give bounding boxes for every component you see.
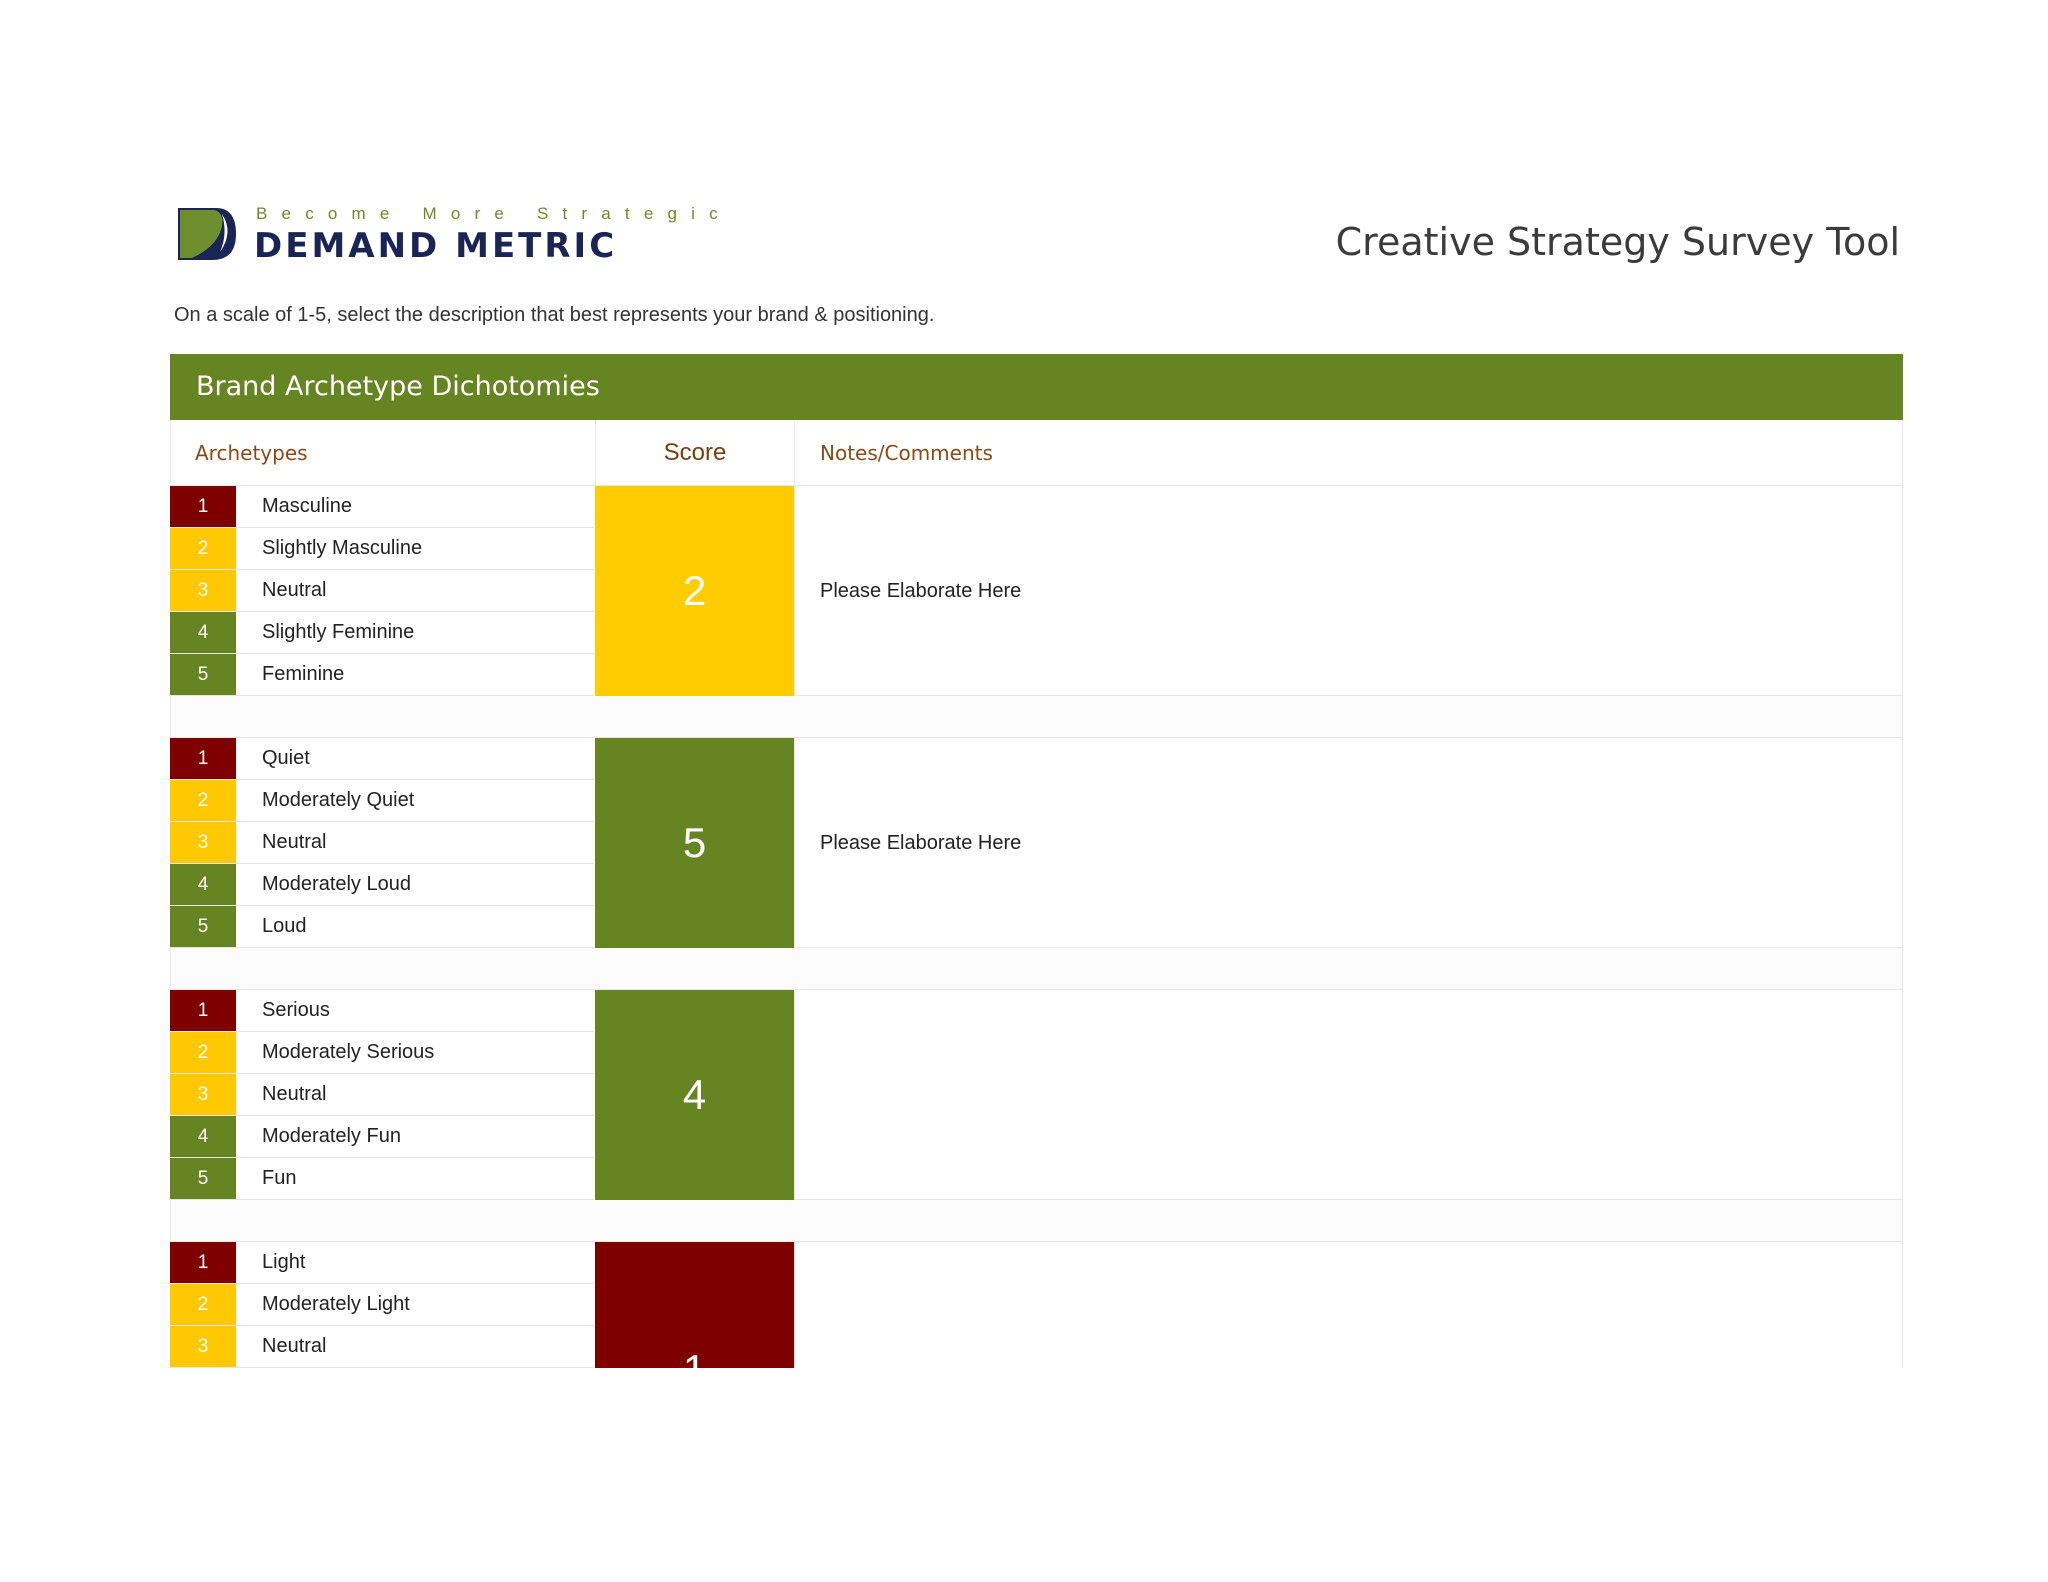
notes-cell[interactable] xyxy=(794,1242,1903,1368)
score-value: 5 xyxy=(682,819,707,866)
option-number: 2 xyxy=(170,1032,236,1073)
option-number: 4 xyxy=(170,864,236,905)
option-number: 2 xyxy=(170,1284,236,1325)
score-selector[interactable]: 1 xyxy=(595,1242,794,1368)
option-row[interactable]: 5 Fun xyxy=(170,1158,594,1200)
option-number: 3 xyxy=(170,1326,236,1367)
option-row[interactable]: 4 Moderately Loud xyxy=(170,864,594,906)
column-header-score: Score xyxy=(595,420,795,486)
column-header-archetypes: Archetypes xyxy=(195,441,308,465)
option-row[interactable]: 1 Serious xyxy=(170,990,594,1032)
option-row[interactable]: 5 Loud xyxy=(170,906,594,948)
option-row[interactable]: 4 Moderately Fun xyxy=(170,1116,594,1158)
survey-table: Brand Archetype Dichotomies Archetypes S… xyxy=(170,354,1903,1368)
score-value: 1 xyxy=(683,1346,706,1368)
archetype-group: 1 Serious 2 Moderately Serious 3 Neutral 4 M… xyxy=(170,990,1903,1200)
section-title: Brand Archetype Dichotomies xyxy=(170,354,1903,420)
notes-cell[interactable]: Please Elaborate Here xyxy=(794,738,1903,948)
notes-cell[interactable] xyxy=(794,990,1903,1200)
logo-mark-icon xyxy=(178,208,236,260)
option-row[interactable]: 3 Neutral xyxy=(170,1074,594,1116)
instructions-text: On a scale of 1-5, select the descriptio… xyxy=(174,304,935,326)
archetype-group: 1 Quiet 2 Moderately Quiet 3 Neutral 4 Moder… xyxy=(170,738,1903,948)
score-selector[interactable]: 2 xyxy=(595,486,794,696)
option-number: 3 xyxy=(170,1074,236,1115)
option-number: 4 xyxy=(170,612,236,653)
option-row[interactable]: 2 Moderately Quiet xyxy=(170,780,594,822)
score-selector[interactable]: 4 xyxy=(595,990,794,1200)
option-row[interactable]: 1 Masculine xyxy=(170,486,594,528)
option-label: Moderately Serious xyxy=(262,1041,435,1063)
score-selector[interactable]: 5 xyxy=(595,738,794,948)
notes-text: Please Elaborate Here xyxy=(820,580,1022,602)
option-number: 3 xyxy=(170,570,236,611)
option-row[interactable]: 2 Moderately Light xyxy=(170,1284,594,1326)
group-spacer xyxy=(170,696,1903,738)
demand-metric-logo: Become More Strategic DEMAND METRIC xyxy=(176,204,726,266)
option-row[interactable]: 3 Neutral xyxy=(170,570,594,612)
option-row[interactable]: 2 Slightly Masculine xyxy=(170,528,594,570)
option-label: Slightly Masculine xyxy=(262,537,423,559)
option-number: 5 xyxy=(170,654,236,695)
option-number: 5 xyxy=(170,906,236,947)
option-number: 1 xyxy=(170,738,236,779)
score-value: 4 xyxy=(682,1071,707,1118)
archetype-group: 1 Masculine 2 Slightly Masculine 3 Neutral … xyxy=(170,486,1903,696)
option-label: Fun xyxy=(262,1167,297,1189)
option-number: 1 xyxy=(170,990,236,1031)
option-number: 1 xyxy=(170,486,236,527)
option-label: Serious xyxy=(262,999,330,1021)
option-label: Quiet xyxy=(262,747,310,769)
group-spacer xyxy=(170,1200,1903,1242)
notes-cell[interactable]: Please Elaborate Here xyxy=(794,486,1903,696)
option-label: Moderately Light xyxy=(262,1293,410,1315)
option-label: Moderately Quiet xyxy=(262,789,415,811)
option-label: Moderately Fun xyxy=(262,1125,401,1147)
option-label: Feminine xyxy=(262,663,345,685)
option-label: Light xyxy=(262,1251,306,1273)
option-label: Neutral xyxy=(262,579,327,601)
option-label: Neutral xyxy=(262,831,327,853)
option-label: Masculine xyxy=(262,495,353,517)
option-row[interactable]: 2 Moderately Serious xyxy=(170,1032,594,1074)
column-headers: Archetypes Score Notes/Comments xyxy=(170,420,1903,486)
option-row[interactable]: 3 Neutral xyxy=(170,822,594,864)
option-label: Loud xyxy=(262,915,307,937)
option-row[interactable]: 4 Slightly Feminine xyxy=(170,612,594,654)
notes-text: Please Elaborate Here xyxy=(820,832,1022,854)
option-row[interactable]: 1 Quiet xyxy=(170,738,594,780)
group-spacer xyxy=(170,948,1903,990)
option-number: 3 xyxy=(170,822,236,863)
option-label: Neutral xyxy=(262,1083,327,1105)
score-value: 2 xyxy=(682,567,707,614)
option-number: 4 xyxy=(170,1116,236,1157)
logo-brand-name: DEMAND METRIC xyxy=(254,226,618,266)
option-number: 1 xyxy=(170,1242,236,1283)
option-row[interactable]: 5 Feminine xyxy=(170,654,594,696)
option-label: Slightly Feminine xyxy=(262,621,415,643)
column-header-notes: Notes/Comments xyxy=(820,441,993,465)
option-number: 2 xyxy=(170,528,236,569)
logo-tagline: Become More Strategic xyxy=(256,204,732,223)
option-row[interactable]: 3 Neutral xyxy=(170,1326,594,1368)
option-row[interactable]: 1 Light xyxy=(170,1242,594,1284)
option-number: 2 xyxy=(170,780,236,821)
option-label: Moderately Loud xyxy=(262,873,411,895)
option-label: Neutral xyxy=(262,1335,327,1357)
archetype-group: 1 Light 2 Moderately Light 3 Neutral 1 xyxy=(170,1242,1903,1368)
document-title: Creative Strategy Survey Tool xyxy=(1335,220,1900,264)
option-number: 5 xyxy=(170,1158,236,1199)
